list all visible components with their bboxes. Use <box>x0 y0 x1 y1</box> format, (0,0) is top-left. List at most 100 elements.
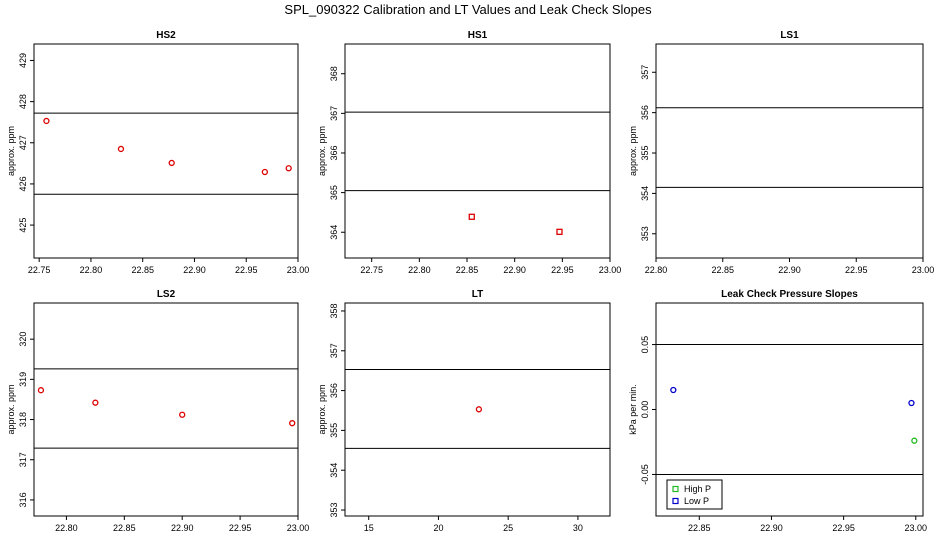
y-axis-label: approx. ppm <box>317 384 327 434</box>
data-point-values <box>37 387 45 394</box>
data-point-values <box>556 228 563 235</box>
x-tick-label: 22.90 <box>183 265 206 275</box>
y-tick-label: 356 <box>329 383 339 398</box>
x-tick-label: 23.00 <box>905 523 928 533</box>
y-tick-label: 353 <box>640 226 650 241</box>
panel-leak: Leak Check Pressure Slopes 22.85 22.90 22.9… <box>628 289 927 533</box>
y-tick-label: 365 <box>329 185 339 200</box>
panel-title: Leak Check Pressure Slopes <box>721 289 858 300</box>
panel-ls2: LS2 22.80 22.85 22.90 22.95 23.00 316 317 318 319… <box>6 289 309 533</box>
x-tick-label: 22.85 <box>456 265 479 275</box>
x-tick-label: 22.90 <box>778 265 801 275</box>
y-tick-label: 426 <box>18 176 28 191</box>
y-tick-label: 353 <box>329 503 339 518</box>
data-points <box>37 387 296 427</box>
y-tick-label: 356 <box>640 105 650 120</box>
plot-frame <box>33 43 299 259</box>
y-tick-label: 367 <box>329 106 339 121</box>
plot-frame <box>33 302 299 517</box>
x-tick-label: 22.95 <box>832 523 855 533</box>
panel-lt: LT 15 20 25 30 353 354 355 356 357 358 approx. ppm <box>317 289 611 533</box>
x-tick-label: 22.75 <box>28 265 51 275</box>
y-tick-label: 319 <box>18 372 28 387</box>
x-tick-label: 25 <box>503 523 513 533</box>
y-tick-label: 0.00 <box>640 401 650 419</box>
y-tick-label: 368 <box>329 66 339 81</box>
x-tick-label: 22.95 <box>551 265 574 275</box>
y-tick-label: 428 <box>18 94 28 109</box>
y-tick-label: 320 <box>18 332 28 347</box>
x-tick-label: 23.00 <box>287 523 310 533</box>
y-axis-label: approx. ppm <box>6 384 16 434</box>
x-tick-label: 23.00 <box>287 265 310 275</box>
panel-hs1: HS1 22.75 22.80 22.85 22.90 22.95 23.00 364 365 3… <box>317 30 621 275</box>
x-tick-label: 22.85 <box>711 265 734 275</box>
panel-title: LS2 <box>157 289 176 300</box>
data-point-values <box>117 145 125 153</box>
data-point-low-p <box>908 399 915 407</box>
x-tick-label: 22.80 <box>408 265 431 275</box>
data-point-values <box>92 399 99 406</box>
x-tick-label: 22.85 <box>113 523 136 533</box>
x-tick-label: 22.85 <box>688 523 711 533</box>
x-tick-label: 22.90 <box>760 523 783 533</box>
data-point-values <box>261 168 269 176</box>
plot-frame <box>344 302 611 517</box>
panel-title: HS1 <box>468 30 488 41</box>
x-tick-label: 23.00 <box>599 265 622 275</box>
x-tick-label: 22.80 <box>80 265 103 275</box>
y-tick-label: 318 <box>18 412 28 427</box>
x-tick-label: 22.95 <box>845 265 868 275</box>
x-tick-label: 15 <box>364 523 374 533</box>
y-tick-label: 358 <box>329 303 339 318</box>
y-tick-label: 425 <box>18 218 28 233</box>
y-axis-label: kPa per min. <box>628 384 638 435</box>
data-point-values <box>168 159 175 167</box>
y-tick-label: 357 <box>329 343 339 358</box>
y-tick-label: 427 <box>18 135 28 150</box>
data-point-values <box>43 117 50 125</box>
y-axis-label: approx. ppm <box>6 126 16 176</box>
y-tick-label: 0.05 <box>640 336 650 354</box>
data-point-values <box>468 213 475 220</box>
data-point-high-p <box>911 437 918 444</box>
y-tick-label: 354 <box>640 186 650 201</box>
x-tick-label: 23.00 <box>912 265 935 275</box>
y-tick-label: 355 <box>640 146 650 161</box>
legend-label-high-p: High P <box>684 484 711 494</box>
data-point-values <box>289 420 296 427</box>
y-tick-label: 316 <box>18 492 28 507</box>
panel-ls1: LS1 22.80 22.85 22.90 22.95 23.00 353 354 355 356… <box>628 30 934 275</box>
plot-frame <box>344 43 611 259</box>
data-points <box>468 213 563 235</box>
data-point-values <box>179 411 186 418</box>
y-tick-label: 357 <box>640 65 650 80</box>
panel-hs2: HS2 22.75 22.80 22.85 22.90 22.95 23.00 425 426 4… <box>6 30 309 275</box>
data-points <box>475 406 483 413</box>
x-tick-label: 22.85 <box>131 265 154 275</box>
data-point-values <box>285 165 292 172</box>
data-points <box>43 117 292 176</box>
plot-frame <box>655 43 924 259</box>
data-point-low-p <box>670 386 677 394</box>
panel-title: LT <box>472 289 483 300</box>
y-axis-label: approx. ppm <box>628 126 638 176</box>
x-tick-label: 22.80 <box>55 523 78 533</box>
x-tick-label: 30 <box>573 523 583 533</box>
panel-title: HS2 <box>156 30 176 41</box>
legend-swatch-low-p <box>672 497 679 505</box>
legend: High P Low P <box>666 479 723 510</box>
y-tick-label: 364 <box>329 225 339 240</box>
panel-title: LS1 <box>780 30 799 41</box>
figure-title: SPL_090322 Calibration and LT Values and… <box>284 2 652 17</box>
y-tick-label: 317 <box>18 452 28 467</box>
legend-box <box>666 479 723 510</box>
y-tick-label: -0.05 <box>640 464 650 485</box>
data-point-values <box>475 406 483 413</box>
data-points <box>670 386 918 444</box>
legend-label-low-p: Low P <box>684 496 709 506</box>
y-tick-label: 366 <box>329 145 339 160</box>
y-tick-label: 354 <box>329 463 339 478</box>
y-tick-label: 355 <box>329 423 339 438</box>
y-axis-label: approx. ppm <box>317 126 327 176</box>
